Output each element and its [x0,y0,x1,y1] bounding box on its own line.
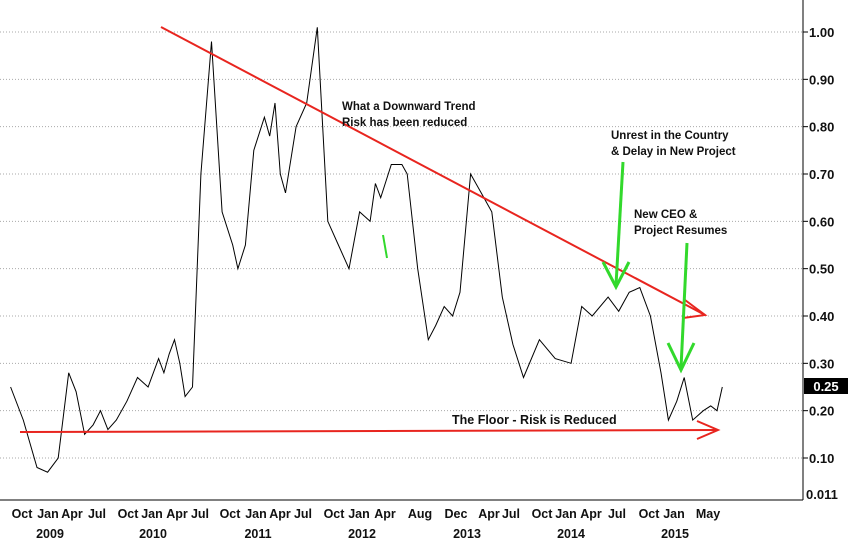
x-month-label: Jan [663,507,685,521]
y-tick-label: 0.10 [809,451,834,466]
x-month-label: Apr [478,507,500,521]
x-month-label: Oct [12,507,34,521]
y-axis-ticks: 1.00 0.90 0.80 0.70 0.60 0.50 0.40 0.30 0.20 0.10… [803,25,838,502]
current-value-badge [804,378,848,394]
x-year-label: 2013 [453,527,481,541]
x-month-label: May [696,507,720,521]
annotation-unrest: Unrest in the Country [611,130,729,142]
x-axis-year-ticks: 2009 2010 2011 2012 2013 2014 2015 [36,527,689,541]
x-month-label: Oct [639,507,661,521]
x-month-label: Oct [532,507,554,521]
x-month-label: Apr [269,507,291,521]
x-year-label: 2011 [244,527,271,541]
x-month-label: Jan [245,507,267,521]
annotation-risk-reduced: Risk has been reduced [342,117,467,129]
x-year-label: 2009 [36,527,64,541]
y-tick-label: 0.40 [809,309,834,324]
price-series-line [10,27,723,473]
y-tick-label: 0.80 [809,120,834,135]
y-tick-label: 0.011 [806,487,838,502]
annotation-new-ceo: New CEO & [634,209,697,221]
y-tick-label: 0.50 [809,262,834,277]
x-year-label: 2015 [661,527,689,541]
x-month-label: Apr [580,507,602,521]
x-month-label: Jan [141,507,163,521]
x-month-label: Oct [118,507,140,521]
floor-line [19,429,719,433]
annotation-downward-trend: What a Downward Trend [342,101,476,113]
y-tick-label: 0.90 [809,72,834,87]
x-year-label: 2012 [348,527,376,541]
y-tick-label: 0.60 [809,214,834,229]
x-month-label: Dec [445,507,468,521]
x-month-label: Oct [324,507,346,521]
green-arrow-unrest-head [601,261,631,291]
x-month-label: Oct [220,507,242,521]
annotation-floor: The Floor - Risk is Reduced [452,413,617,427]
grid-lines [0,31,803,459]
x-month-label: Aug [408,507,432,521]
y-tick-label: 0.20 [809,404,834,419]
y-tick-label: 0.70 [809,167,834,182]
current-value-label: 0.25 [813,379,838,394]
annotation-project-resumes: Project Resumes [634,225,727,237]
green-dash-mark [382,234,388,259]
x-year-label: 2014 [557,527,585,541]
x-month-label: Jul [191,507,209,521]
x-month-label: Jan [37,507,59,521]
y-tick-label: 0.30 [809,356,834,371]
x-month-label: Jan [348,507,370,521]
downtrend-line [160,26,706,316]
annotation-delay: & Delay in New Project [611,146,736,158]
x-month-label: Apr [61,507,83,521]
y-tick-label: 1.00 [809,25,834,40]
green-arrow-unrest-shaft [614,161,625,286]
green-arrow-ceo-head [666,342,696,374]
x-month-label: Apr [374,507,396,521]
x-month-label: Jul [88,507,106,521]
x-month-label: Jul [294,507,312,521]
x-axis-month-ticks: Oct Jan Apr Jul Oct Jan Apr Jul Oct Jan Apr Jul Oct J… [12,507,721,521]
x-month-label: Jul [608,507,626,521]
green-arrow-ceo-shaft [679,242,689,369]
x-month-label: Apr [166,507,188,521]
floor-arrow-head [696,420,721,440]
x-month-label: Jul [502,507,520,521]
x-year-label: 2010 [139,527,167,541]
x-month-label: Jan [555,507,577,521]
green-arrows [382,161,696,374]
downtrend-arrow-head [682,299,708,319]
trend-lines [19,26,721,440]
